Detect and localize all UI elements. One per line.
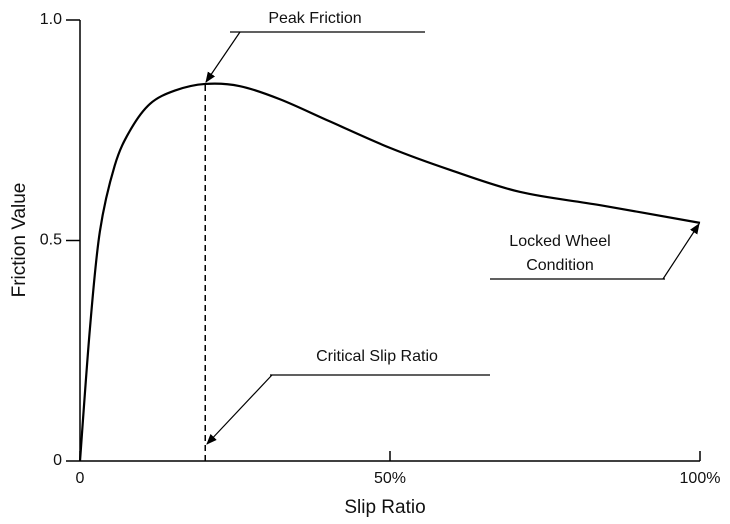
callout-arrow xyxy=(662,223,700,280)
x-axis-label: Slip Ratio xyxy=(344,497,425,518)
annotation: Locked Wheel xyxy=(509,233,610,250)
x-tick-label: 50% xyxy=(374,470,406,487)
x-tick-label: 100% xyxy=(680,470,721,487)
y-axis-label: Friction Value xyxy=(9,183,30,298)
annotation: Condition xyxy=(526,257,594,274)
callout-arrow xyxy=(206,374,273,445)
annotation: Peak Friction xyxy=(268,10,361,27)
callout-arrow xyxy=(205,31,241,83)
friction-curve xyxy=(78,82,701,462)
y-tick-label: 0 xyxy=(53,452,62,469)
annotation: Critical Slip Ratio xyxy=(316,348,438,365)
x-tick-label: 0 xyxy=(76,470,85,487)
y-tick-label: 1.0 xyxy=(40,11,62,28)
y-tick-label: 0.5 xyxy=(40,232,62,249)
